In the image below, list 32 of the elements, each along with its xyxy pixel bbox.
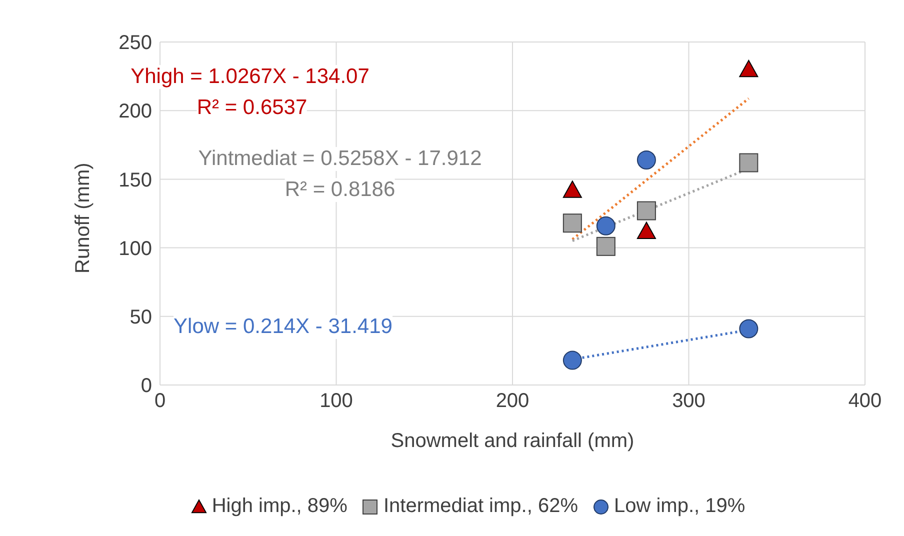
- point: [562, 180, 582, 198]
- annotation: Ylow = 0.214X - 31.419: [174, 315, 392, 339]
- point: [596, 236, 616, 256]
- annotation: R² = 0.8186: [284, 178, 396, 202]
- y-tick-label: 100: [118, 238, 152, 260]
- point: [739, 60, 758, 78]
- annotation: Yhigh = 1.0267X - 134.07: [130, 65, 370, 89]
- point: [636, 150, 656, 170]
- y-tick-label: 0: [140, 375, 152, 398]
- x-tick-label: 400: [848, 390, 882, 412]
- y-axis-title: Runoff (mm): [72, 162, 94, 274]
- x-tick-label: 200: [496, 390, 530, 412]
- legend-label: Intermediat imp., 62%: [382, 495, 578, 518]
- point: [636, 201, 656, 220]
- point: [562, 350, 582, 370]
- point: [636, 222, 656, 240]
- y-tick-label: 50: [130, 306, 152, 328]
- x-tick-label: 100: [320, 390, 353, 412]
- x-axis-title: Snowmelt and rainfall (mm): [390, 430, 634, 452]
- y-tick-label: 200: [118, 100, 152, 123]
- point: [596, 216, 616, 236]
- legend-label: High imp., 89%: [210, 495, 348, 518]
- annotation: R² = 0.6537: [196, 96, 308, 120]
- x-tick-label: 0: [154, 390, 166, 412]
- legend-label: Low imp., 19%: [612, 495, 746, 518]
- annotation: Yintmediat = 0.5258X - 17.912: [198, 147, 482, 171]
- y-tick-label: 150: [118, 169, 152, 192]
- y-tick-label: 250: [118, 32, 152, 54]
- point: [739, 153, 758, 172]
- point: [739, 319, 758, 338]
- x-tick-label: 300: [672, 390, 706, 412]
- point: [562, 214, 582, 233]
